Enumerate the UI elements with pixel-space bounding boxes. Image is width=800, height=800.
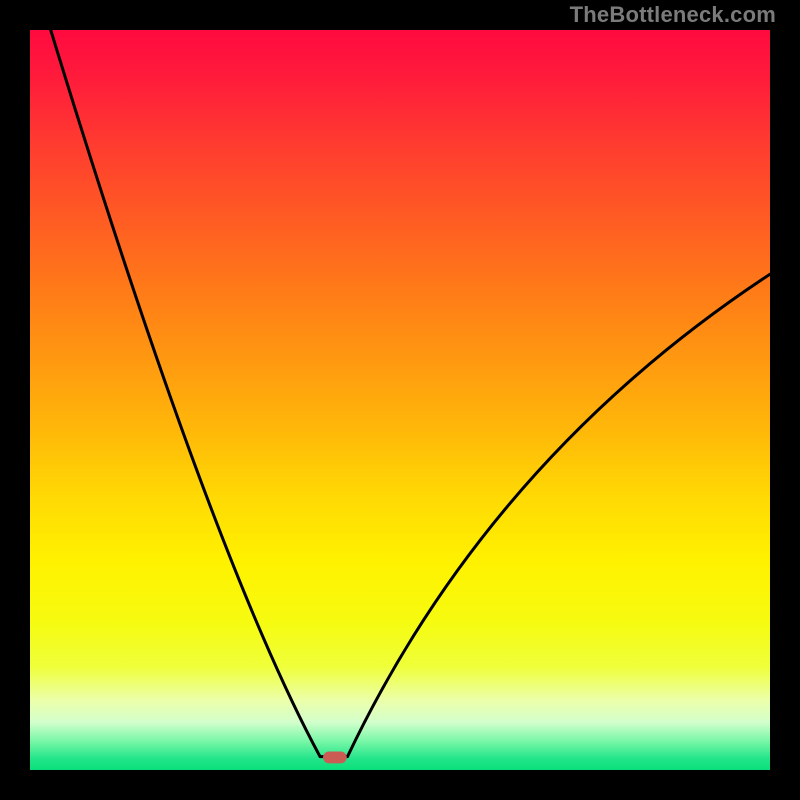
plot-area [30, 30, 770, 770]
curve-overlay [30, 30, 770, 770]
watermark-text: TheBottleneck.com [570, 2, 776, 28]
chart-frame: TheBottleneck.com [0, 0, 800, 800]
optimal-point-marker [323, 752, 347, 764]
bottleneck-curve [51, 30, 770, 757]
